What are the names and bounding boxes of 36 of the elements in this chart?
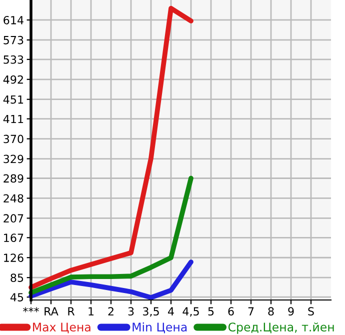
line-series [28,260,194,300]
line-series [28,176,194,296]
x-tick-label: 2 [108,307,114,316]
x-tick-label: 4 [168,307,174,316]
y-tick-label: 329 [4,154,24,164]
x-tick-label: 8 [268,307,274,316]
x-tick-label: 3 [128,307,134,316]
y-tick-label: 248 [4,194,24,203]
x-tick-label: 1 [88,307,94,316]
y-tick-label: 167 [4,234,24,242]
legend-label: Max Цена [33,322,90,334]
y-tick-label: 492 [3,75,23,84]
line-series [28,6,194,290]
y-tick-label: 45 [10,293,24,302]
x-tick-label: S [308,307,314,316]
y-tick-label: 573 [4,36,24,44]
x-tick-label: 5 [208,307,214,316]
y-tick-label: 289 [4,174,24,183]
x-tick-label: *** [23,307,39,312]
y-tick-label: 614 [4,16,24,24]
y-tick-label: 126 [4,254,24,262]
x-tick-label: 4,5 [182,307,199,317]
legend-label: Min Цена [132,322,187,334]
x-tick-label: 9 [288,307,294,316]
x-tick-label: RA [44,307,58,316]
x-tick-label: 7 [248,307,254,316]
y-tick-label: 533 [4,55,24,64]
y-tick-label: 370 [4,134,24,144]
x-tick-label: R [68,307,75,316]
y-tick-label: 411 [3,114,24,124]
y-tick-label: 207 [4,214,24,223]
y-tick-label: 451 [3,95,24,104]
x-tick-label: 3,5 [143,307,159,317]
y-tick-label: 85 [10,274,24,282]
legend-label: Сред.Цена, т.йен [228,322,334,334]
x-tick-label: 6 [228,307,234,316]
